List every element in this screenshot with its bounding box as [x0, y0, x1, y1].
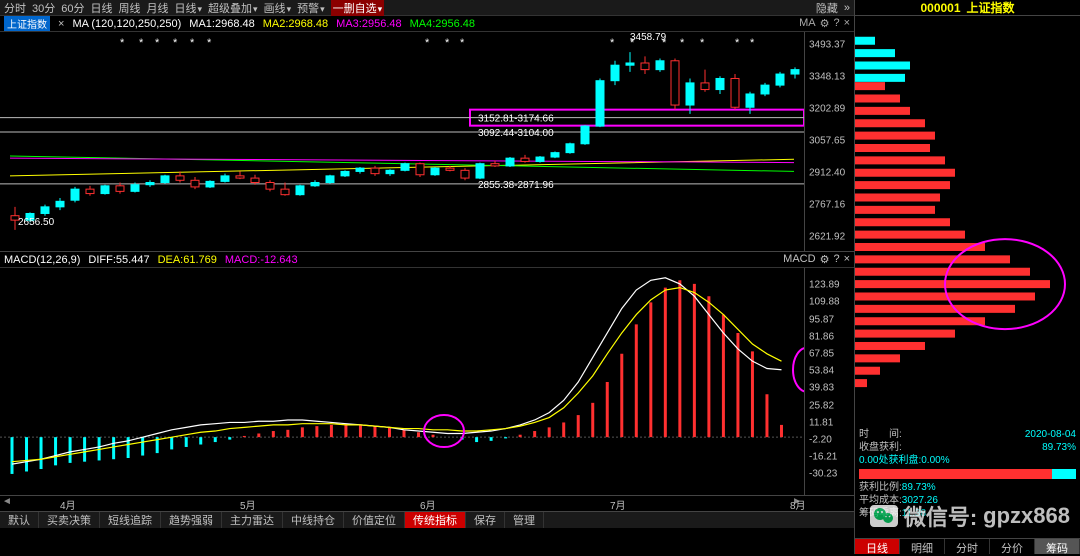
dd-draw[interactable]: 画线: [264, 0, 292, 16]
watermark: 微信号:gpzx868: [870, 500, 1070, 532]
svg-text:*: *: [680, 37, 685, 49]
svg-text:*: *: [139, 37, 144, 49]
dea-val: DEA:61.769: [158, 254, 217, 266]
top-toolbar: 分时 30分 60分 日线 周线 月线 日线 超级叠加 画线 预警 一删自选 隐…: [0, 0, 854, 16]
dd-selected[interactable]: 一删自选: [331, 0, 385, 16]
tf-item[interactable]: 30分: [32, 0, 55, 16]
ma3: MA3:2956.48: [336, 18, 401, 30]
svg-text:3152.81-3174.66: 3152.81-3174.66: [478, 114, 554, 125]
tf-item[interactable]: 月线: [147, 0, 169, 16]
svg-text:*: *: [120, 37, 125, 49]
rp-tabs: 日线明细分时分价筹码: [855, 538, 1080, 554]
profit-bar: [859, 469, 1076, 479]
macd-params: MACD(12,26,9): [4, 254, 80, 266]
tf-item[interactable]: 分时: [4, 0, 26, 16]
ma-params: MA (120,120,250,250): [72, 18, 181, 30]
ma4: MA4:2956.48: [410, 18, 475, 30]
left-arrow-icon[interactable]: ◄: [2, 496, 12, 507]
help-icon[interactable]: ?: [833, 253, 839, 266]
close-icon[interactable]: ×: [58, 18, 64, 30]
bottom-tab[interactable]: 价值定位: [344, 512, 405, 528]
hide-btn[interactable]: 隐藏: [816, 0, 838, 16]
bottom-tab[interactable]: 传统指标: [405, 512, 466, 528]
rp-header: 000001 上证指数: [855, 0, 1080, 16]
macd-info-bar: MACD(12,26,9) DIFF:55.447 DEA:61.769 MAC…: [0, 252, 854, 268]
candle-chart[interactable]: ****************3152.81-3174.663092.44-3…: [0, 32, 854, 252]
rp-tab[interactable]: 明细: [900, 539, 945, 554]
diff-val: DIFF:55.447: [88, 254, 149, 266]
tf-item[interactable]: 日线: [91, 0, 113, 16]
rp-tab[interactable]: 筹码: [1035, 539, 1080, 554]
wechat-icon: [870, 505, 898, 527]
tf-item[interactable]: 60分: [61, 0, 84, 16]
svg-text:2855.38-2871.96: 2855.38-2871.96: [478, 180, 554, 191]
bottom-tab[interactable]: 买卖决策: [39, 512, 100, 528]
gear-icon[interactable]: ⚙: [820, 17, 830, 30]
chevron-icon[interactable]: »: [844, 2, 850, 14]
svg-text:*: *: [610, 37, 615, 49]
volume-profile[interactable]: [855, 16, 1080, 426]
close-icon[interactable]: ×: [844, 17, 850, 30]
macd-axis: 123.89109.8895.8781.8667.8553.8439.8325.…: [804, 268, 854, 495]
price-axis: 3493.373348.133202.893057.652912.402767.…: [804, 32, 854, 251]
dd-overlay[interactable]: 超级叠加: [208, 0, 258, 16]
svg-text:*: *: [155, 37, 160, 49]
bottom-tab[interactable]: 默认: [0, 512, 39, 528]
dd-alert[interactable]: 预警: [297, 0, 325, 16]
macd-val: MACD:-12.643: [225, 254, 298, 266]
ma2: MA2:2968.48: [263, 18, 328, 30]
svg-text:*: *: [445, 37, 450, 49]
indicator-label: MA: [799, 17, 816, 30]
svg-text:*: *: [207, 37, 212, 49]
bottom-tab[interactable]: 趋势强弱: [161, 512, 222, 528]
gear-icon[interactable]: ⚙: [820, 253, 830, 266]
indicator-label: MACD: [783, 253, 815, 266]
bottom-tab[interactable]: 管理: [505, 512, 544, 528]
macd-chart[interactable]: 123.89109.8895.8781.8667.8553.8439.8325.…: [0, 268, 854, 496]
ma-info-bar: 上证指数 × MA (120,120,250,250) MA1:2968.48 …: [0, 16, 854, 32]
svg-text:*: *: [700, 37, 705, 49]
rp-tab[interactable]: 日线: [855, 539, 900, 554]
svg-text:*: *: [460, 37, 465, 49]
close-icon[interactable]: ×: [844, 253, 850, 266]
time-axis: ◄ ► 4月5月6月7月8月: [0, 496, 854, 512]
bottom-tab[interactable]: 中线持仓: [283, 512, 344, 528]
bottom-tab[interactable]: 保存: [466, 512, 505, 528]
bottom-tab[interactable]: 主力雷达: [222, 512, 283, 528]
dd-kline[interactable]: 日线: [175, 0, 203, 16]
svg-text:*: *: [750, 37, 755, 49]
svg-text:*: *: [173, 37, 178, 49]
svg-text:2656.50: 2656.50: [18, 217, 55, 228]
right-panel: 000001 上证指数 时 间:2020-08-04 收盘获利:89.73% 0…: [854, 0, 1080, 554]
svg-text:3092.44-3104.00: 3092.44-3104.00: [478, 128, 554, 139]
svg-text:*: *: [425, 37, 430, 49]
rp-tab[interactable]: 分价: [990, 539, 1035, 554]
tf-item[interactable]: 周线: [119, 0, 141, 16]
stock-code: 000001: [920, 1, 960, 15]
svg-text:3458.79: 3458.79: [630, 32, 667, 43]
svg-text:*: *: [735, 37, 740, 49]
svg-text:*: *: [190, 37, 195, 49]
stock-name: 上证指数: [967, 0, 1015, 16]
bottom-tabs: 默认买卖决策短线追踪趋势强弱主力雷达中线持仓价值定位传统指标保存管理: [0, 512, 854, 528]
help-icon[interactable]: ?: [833, 17, 839, 30]
index-badge: 上证指数: [4, 16, 50, 31]
rp-tab[interactable]: 分时: [945, 539, 990, 554]
bottom-tab[interactable]: 短线追踪: [100, 512, 161, 528]
ma1: MA1:2968.48: [189, 18, 254, 30]
